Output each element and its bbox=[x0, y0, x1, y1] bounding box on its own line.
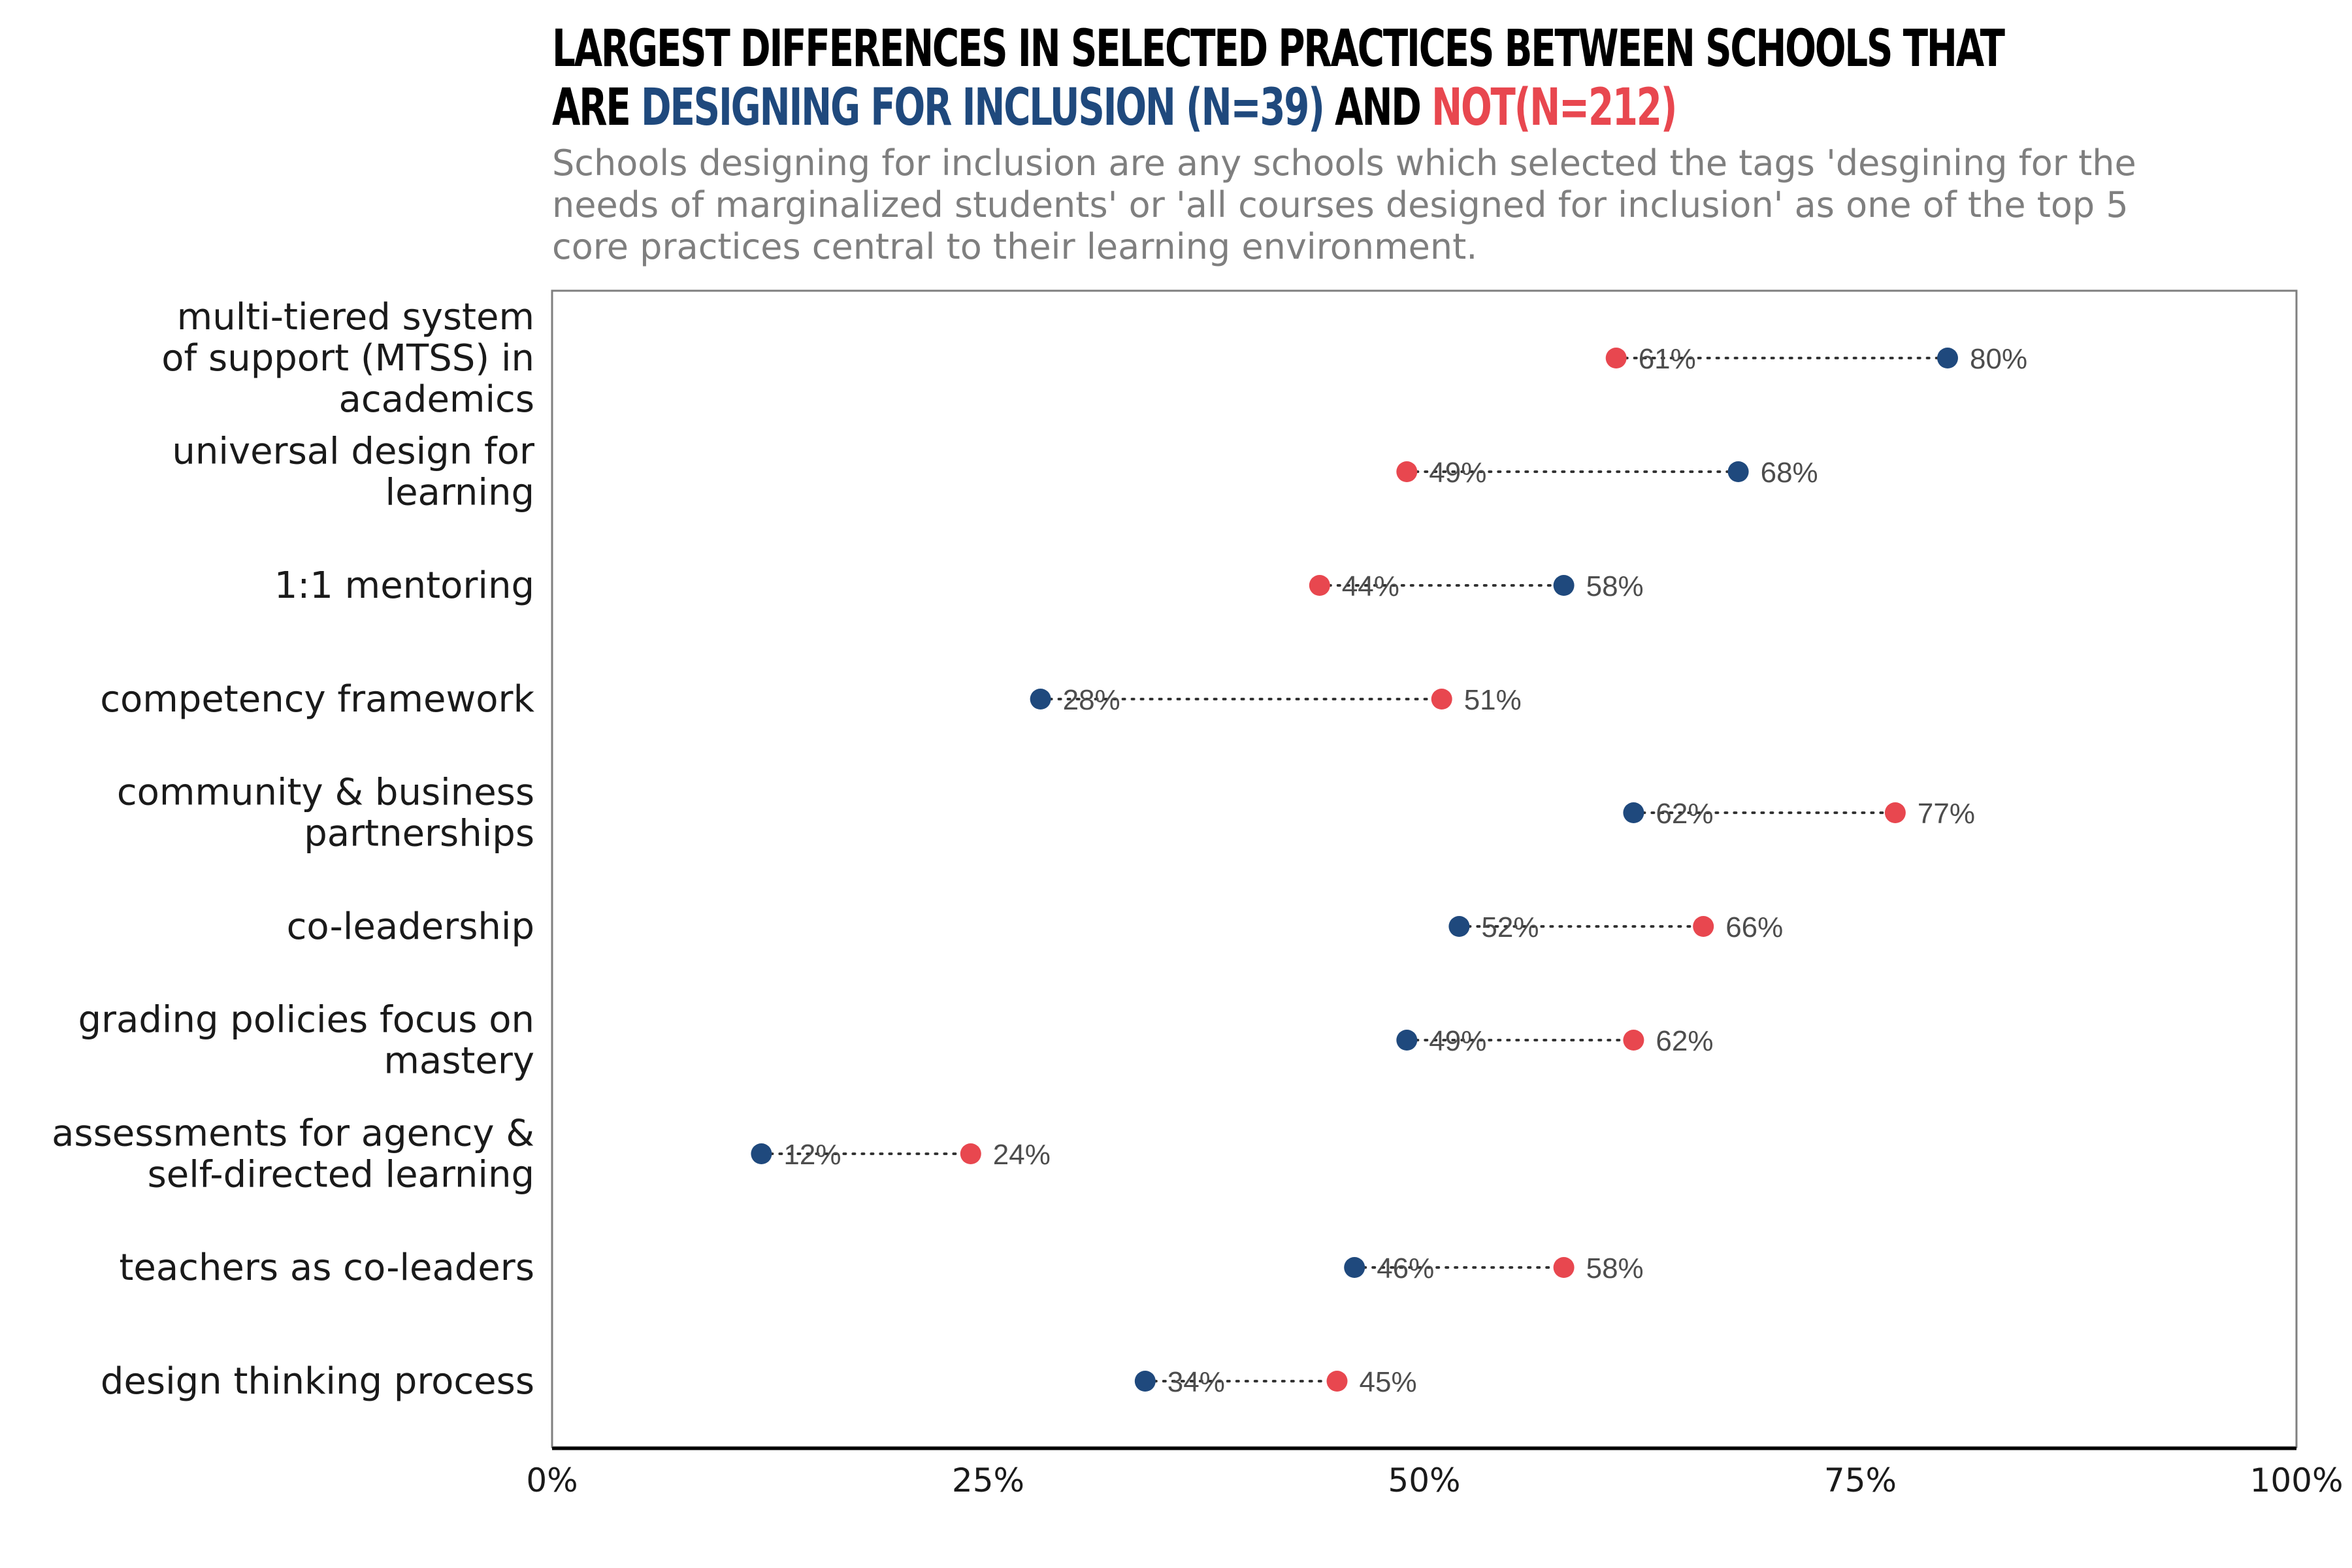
value-label-inclusion: 58% bbox=[1586, 570, 1644, 602]
point-inclusion bbox=[1396, 1030, 1418, 1051]
point-inclusion bbox=[1030, 689, 1051, 710]
value-label-inclusion: 80% bbox=[1970, 343, 2027, 375]
title-line-1: LARGEST DIFFERENCES IN SELECTED PRACTICE… bbox=[552, 20, 2005, 78]
title-and: AND bbox=[1323, 78, 1432, 137]
value-label-not-inclusion: 61% bbox=[1639, 343, 1696, 375]
category-label-line: co-leadership bbox=[287, 906, 534, 948]
chart-title: LARGEST DIFFERENCES IN SELECTED PRACTICE… bbox=[552, 20, 2005, 137]
point-not-inclusion bbox=[1884, 802, 1906, 823]
category-label-line: community & business bbox=[117, 772, 534, 814]
x-tick-label: 50% bbox=[1388, 1462, 1460, 1499]
point-inclusion bbox=[751, 1143, 772, 1164]
category-label: multi-tiered system of support (MTSS) in a… bbox=[161, 296, 534, 421]
x-tick-label: 75% bbox=[1824, 1462, 1897, 1499]
value-label-inclusion: 34% bbox=[1168, 1366, 1225, 1398]
point-not-inclusion bbox=[1309, 575, 1330, 596]
category-label-line: design thinking process bbox=[101, 1360, 534, 1403]
x-tick-label: 100% bbox=[2250, 1462, 2344, 1499]
category-label: community & business partnerships bbox=[117, 772, 534, 855]
point-inclusion bbox=[1727, 461, 1749, 482]
point-inclusion bbox=[1134, 1371, 1156, 1392]
value-label-not-inclusion: 24% bbox=[993, 1139, 1051, 1171]
category-label-line: academics bbox=[339, 378, 535, 421]
value-label-not-inclusion: 77% bbox=[1918, 798, 1975, 830]
category-label: design thinking process bbox=[101, 1360, 534, 1403]
x-tick-label: 0% bbox=[526, 1462, 578, 1499]
point-not-inclusion bbox=[1396, 461, 1418, 482]
category-label-line: learning bbox=[385, 472, 534, 514]
point-inclusion bbox=[1623, 802, 1644, 823]
category-label-line: teachers as co-leaders bbox=[119, 1247, 534, 1289]
value-label-not-inclusion: 58% bbox=[1586, 1252, 1644, 1284]
point-inclusion bbox=[1448, 916, 1470, 937]
category-label-line: partnerships bbox=[304, 813, 534, 855]
point-inclusion bbox=[1937, 348, 1958, 368]
value-label-not-inclusion: 44% bbox=[1342, 570, 1399, 602]
point-inclusion bbox=[1553, 575, 1575, 596]
value-label-not-inclusion: 49% bbox=[1429, 457, 1486, 489]
value-label-inclusion: 62% bbox=[1656, 798, 1713, 830]
category-label-line: of support (MTSS) in bbox=[161, 337, 534, 380]
value-label-not-inclusion: 62% bbox=[1656, 1025, 1713, 1057]
value-label-inclusion: 49% bbox=[1429, 1025, 1486, 1057]
value-label-not-inclusion: 51% bbox=[1464, 684, 1522, 716]
category-label: 1:1 mentoring bbox=[274, 564, 534, 607]
category-label-line: competency framework bbox=[100, 678, 534, 721]
point-not-inclusion bbox=[1553, 1257, 1575, 1278]
chart-subtitle: Schools designing for inclusion are any … bbox=[552, 142, 2136, 267]
value-label-inclusion: 46% bbox=[1377, 1252, 1434, 1284]
legend-not: NOT(N=212) bbox=[1431, 78, 1677, 137]
value-label-not-inclusion: 66% bbox=[1725, 911, 1783, 943]
point-not-inclusion bbox=[960, 1143, 981, 1164]
category-label: universal design for learning bbox=[172, 431, 535, 514]
category-label-line: mastery bbox=[384, 1040, 534, 1083]
category-label: competency framework bbox=[100, 678, 534, 721]
category-label: teachers as co-leaders bbox=[119, 1247, 534, 1289]
value-label-inclusion: 52% bbox=[1481, 911, 1539, 943]
category-label-line: assessments for agency & bbox=[52, 1113, 534, 1155]
category-label-line: grading policies focus on bbox=[78, 999, 534, 1041]
category-label-line: multi-tiered system bbox=[177, 296, 534, 338]
category-label-line: 1:1 mentoring bbox=[274, 564, 534, 607]
value-label-inclusion: 12% bbox=[783, 1139, 841, 1171]
point-inclusion bbox=[1344, 1257, 1365, 1278]
title-line-2: ARE DESIGNING FOR INCLUSION (N=39) AND N… bbox=[552, 78, 2004, 137]
point-not-inclusion bbox=[1431, 689, 1452, 710]
legend-inclusion: DESIGNING FOR INCLUSION (N=39) bbox=[640, 78, 1325, 137]
point-not-inclusion bbox=[1326, 1371, 1348, 1392]
point-not-inclusion bbox=[1605, 348, 1627, 368]
title-prefix: ARE bbox=[552, 78, 641, 137]
value-label-not-inclusion: 45% bbox=[1360, 1366, 1417, 1398]
category-label-line: self-directed learning bbox=[148, 1154, 534, 1196]
category-label: assessments for agency & self-directed le… bbox=[52, 1113, 534, 1196]
point-not-inclusion bbox=[1623, 1030, 1644, 1051]
category-label: grading policies focus on mastery bbox=[78, 999, 534, 1083]
value-label-inclusion: 28% bbox=[1063, 684, 1120, 716]
value-label-inclusion: 68% bbox=[1761, 457, 1818, 489]
point-not-inclusion bbox=[1693, 916, 1714, 937]
x-tick-label: 25% bbox=[952, 1462, 1024, 1499]
category-label-line: universal design for bbox=[172, 431, 535, 473]
category-label: co-leadership bbox=[287, 906, 534, 948]
